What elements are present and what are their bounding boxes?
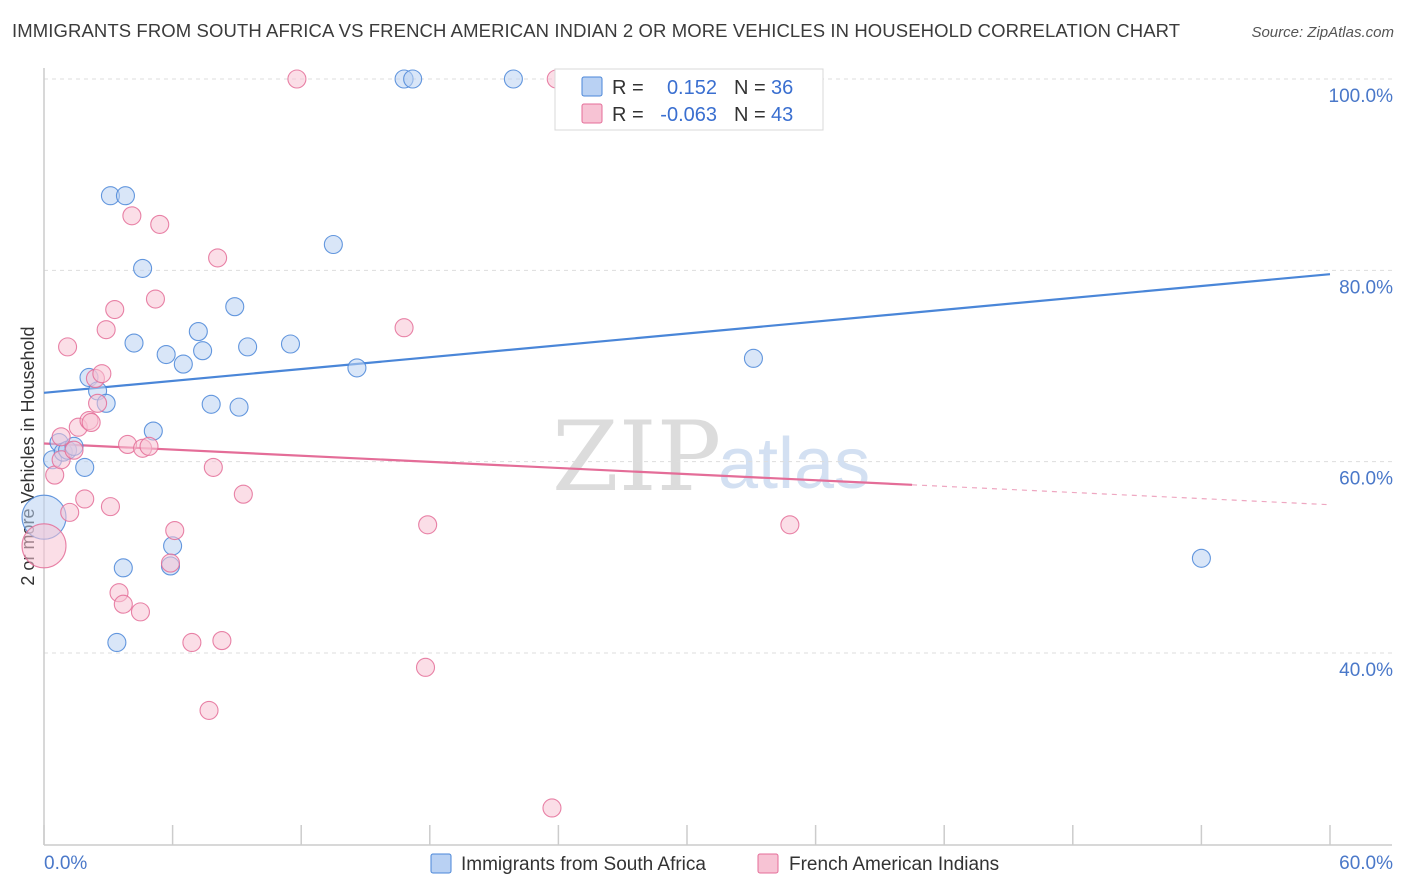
legend-n-value-1: 36 [771, 77, 793, 99]
x-tick-label-max: 60.0% [1339, 853, 1393, 874]
legend-n-value-2: 43 [771, 104, 793, 126]
legend-r-value-2: -0.063 [660, 104, 717, 126]
point-french-american-indian-38 [418, 515, 438, 535]
point-south-africa-24 [201, 394, 221, 414]
watermark-zip: ZIP [552, 401, 721, 513]
point-south-africa-21 [173, 354, 193, 374]
point-south-africa-7 [75, 457, 95, 477]
point-french-american-indian-37 [415, 657, 436, 677]
y-tick-labels: 40.0% 60.0% 80.0% 100.0% [1329, 86, 1394, 681]
point-french-american-indian-28 [165, 520, 185, 541]
point-french-american-indian-9 [75, 489, 95, 509]
point-south-africa-30 [347, 358, 367, 378]
series-legend-swatch-pink [757, 853, 779, 874]
point-french-american-indian-26 [150, 214, 170, 234]
legend-n-label-2: N = [734, 104, 766, 126]
point-south-africa-25 [225, 297, 245, 317]
series-legend-label-2: French American Indians [789, 854, 999, 875]
point-french-american-indian-32 [208, 248, 228, 268]
point-south-africa-23 [193, 341, 213, 361]
point-french-american-indian-17 [105, 300, 125, 320]
legend-r-label-2: R = [612, 104, 644, 126]
point-south-africa-15 [124, 333, 144, 353]
point-french-american-indian-36 [394, 318, 414, 338]
y-tick-label-40: 40.0% [1339, 660, 1393, 681]
point-french-american-indian-13 [92, 364, 112, 384]
point-south-africa-32 [403, 69, 423, 89]
watermark: ZIP atlas [552, 401, 870, 513]
point-french-american-indian-24 [139, 436, 159, 456]
legend-r-value-1: 0.152 [667, 77, 717, 99]
point-south-africa-18 [156, 344, 176, 365]
chart-title: IMMIGRANTS FROM SOUTH AFRICA VS FRENCH A… [12, 20, 1181, 41]
point-french-american-indian-27 [160, 553, 181, 573]
y-tick-label-60: 60.0% [1339, 469, 1393, 490]
point-south-africa-27 [238, 337, 258, 357]
point-south-africa-14 [107, 632, 127, 653]
point-french-american-indian-15 [96, 320, 116, 340]
point-french-american-indian-23 [130, 602, 150, 622]
legend-r-label-1: R = [612, 77, 644, 99]
point-french-american-indian-7 [64, 440, 84, 460]
point-south-africa-29 [323, 234, 343, 255]
gridlines [44, 78, 1392, 654]
point-french-american-indian-31 [203, 457, 223, 477]
point-french-american-indian-25 [145, 289, 166, 309]
point-french-american-indian-41 [780, 515, 800, 535]
point-french-american-indian-35 [287, 69, 307, 89]
point-french-american-indian-33 [212, 631, 232, 651]
legend-swatch-pink [581, 103, 603, 124]
point-south-africa-35 [1191, 548, 1211, 568]
series-legend-label-1: Immigrants from South Africa [461, 854, 706, 875]
correlation-legend: R = 0.152 N = 36 R = -0.063 N = 43 [554, 68, 824, 131]
x-tick-label-min: 0.0% [44, 853, 87, 874]
point-french-american-indian-5 [58, 337, 78, 357]
series-legend-swatch-blue [430, 853, 452, 874]
trend-line-1 [43, 273, 1331, 394]
watermark-atlas: atlas [718, 424, 870, 504]
point-south-africa-28 [280, 334, 301, 354]
point-french-american-indian-40 [542, 798, 562, 818]
point-french-american-indian-21 [122, 206, 142, 226]
point-french-american-indian-1 [21, 523, 67, 569]
trend-line-2 [43, 442, 913, 486]
series-legend: Immigrants from South Africa French Amer… [430, 853, 999, 875]
point-french-american-indian-6 [60, 502, 80, 522]
trend-line-dashed-2 [912, 484, 1331, 506]
point-south-africa-12 [115, 186, 135, 206]
point-south-africa-22 [188, 322, 208, 342]
point-french-american-indian-3 [51, 450, 71, 470]
point-south-africa-34 [743, 348, 763, 368]
point-south-africa-16 [133, 258, 153, 278]
point-french-american-indian-16 [100, 497, 120, 517]
point-south-africa-26 [229, 397, 249, 417]
point-south-africa-33 [503, 69, 523, 89]
point-south-africa-13 [113, 558, 133, 578]
trend-lines [43, 273, 1331, 506]
point-french-american-indian-19 [113, 594, 133, 614]
y-tick-label-80: 80.0% [1339, 277, 1393, 298]
x-ticks [43, 825, 1331, 845]
source-label: Source: ZipAtlas.com [1251, 24, 1394, 41]
point-french-american-indian-29 [182, 632, 202, 653]
legend-swatch-blue [581, 76, 603, 97]
point-french-american-indian-30 [199, 700, 219, 720]
data-points [21, 69, 1211, 818]
point-french-american-indian-34 [233, 484, 253, 504]
legend-n-label-1: N = [734, 77, 766, 99]
point-french-american-indian-14 [88, 393, 108, 413]
point-french-american-indian-11 [81, 412, 101, 432]
point-french-american-indian-4 [51, 427, 71, 447]
y-tick-label-100: 100.0% [1329, 86, 1394, 107]
